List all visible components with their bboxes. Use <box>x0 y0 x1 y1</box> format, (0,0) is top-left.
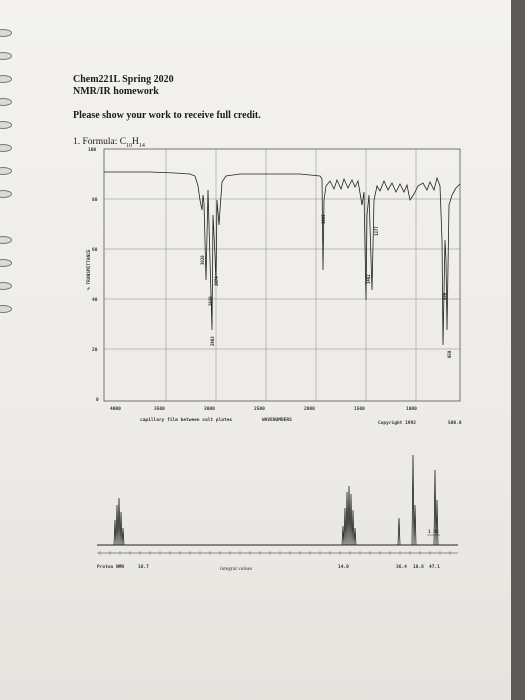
ir-y-tick: 0 <box>96 397 99 403</box>
spiral-ring <box>0 121 12 129</box>
ir-x-tick: 2500 <box>254 406 265 412</box>
spiral-ring <box>0 282 12 290</box>
hydrogen-symbol: H <box>132 137 139 147</box>
problem-number: 1. Formula: C <box>73 137 127 147</box>
ir-peak-label: 2930 <box>208 296 213 306</box>
nmr-integral: 18.7 <box>138 564 149 570</box>
ir-code: 500.0 <box>448 420 462 426</box>
spiral-ring <box>0 259 12 267</box>
spiral-ring <box>0 52 12 60</box>
ir-peak-label: 3020 <box>200 255 205 265</box>
ir-peak-label: 1377 <box>374 226 379 236</box>
ir-y-tick: 60 <box>92 247 98 253</box>
ir-frame <box>103 148 461 402</box>
nmr-spectrum: Proton NMR 18.7 integral values 14.0 36.… <box>97 454 458 572</box>
ir-x-tick: 3000 <box>204 406 215 412</box>
ir-sample-note: capillary film between salt plates <box>140 417 232 423</box>
ir-x-tick: 1500 <box>354 406 365 412</box>
nmr-scale-label: Proton NMR <box>97 564 124 570</box>
ir-peak-label: 889 <box>442 292 447 300</box>
spiral-ring <box>0 75 12 83</box>
ir-x-tick: 4000 <box>110 406 121 412</box>
ir-y-tick: 20 <box>92 347 98 353</box>
ir-x-axis-label: WAVENUMBERS <box>262 417 292 423</box>
ir-copyright: Copyright 1992 <box>378 420 416 426</box>
ir-spectrum: 100 80 60 40 20 0 % TRANSMITTANCE 4000 3… <box>86 147 462 426</box>
nmr-integral: 47.1 <box>429 564 440 570</box>
ir-x-tick: 1000 <box>406 406 417 412</box>
hz-label: 1 Hz <box>428 529 439 535</box>
ir-x-tick: 3500 <box>154 406 165 412</box>
homework-page: Chem221L Spring 2020 NMR/IR homework Ple… <box>0 0 511 700</box>
spiral-ring <box>0 98 12 106</box>
ir-peak-label: 859 <box>447 350 452 358</box>
instructions: Please show your work to receive full cr… <box>73 110 261 121</box>
spiral-ring <box>0 144 12 152</box>
nmr-peak-singlet <box>396 517 401 546</box>
spiral-ring <box>0 167 12 175</box>
nmr-peak-doublet-b <box>432 469 439 546</box>
nmr-scale-ticks <box>99 551 451 555</box>
ir-peak-label: 1462 <box>366 274 371 284</box>
ir-y-tick: 80 <box>92 197 98 203</box>
nmr-peak-septet <box>340 485 357 546</box>
nmr-integral: 18.8 <box>413 564 424 570</box>
spiral-ring <box>0 190 12 198</box>
ir-peak-label: 2874 <box>214 276 219 286</box>
nmr-integral: 14.0 <box>338 564 349 570</box>
carbon-subscript: 10 <box>126 142 133 149</box>
formula-line: 1. Formula: C10H14 <box>73 137 145 149</box>
nmr-peak-doublet-a <box>411 454 417 546</box>
integral-values-label: integral values <box>220 566 252 572</box>
ir-peak-label: 2963 <box>210 336 215 346</box>
spiral-ring <box>0 305 12 313</box>
ir-peak-label: 1605 <box>321 214 326 224</box>
nmr-peak-aromatic <box>112 497 125 546</box>
spectra-figure: 100 80 60 40 20 0 % TRANSMITTANCE 4000 3… <box>86 147 462 572</box>
ir-trace <box>104 171 461 346</box>
spiral-ring <box>0 236 12 244</box>
ir-x-tick: 2000 <box>304 406 315 412</box>
ir-y-axis-label: % TRANSMITTANCE <box>86 249 92 290</box>
assignment-title: NMR/IR homework <box>73 86 159 97</box>
nmr-integral: 36.4 <box>396 564 407 570</box>
ir-y-tick: 40 <box>92 297 98 303</box>
course-title: Chem221L Spring 2020 <box>73 74 174 85</box>
spiral-ring <box>0 29 12 37</box>
ir-y-tick: 100 <box>88 147 96 153</box>
hydrogen-subscript: 14 <box>138 142 145 149</box>
